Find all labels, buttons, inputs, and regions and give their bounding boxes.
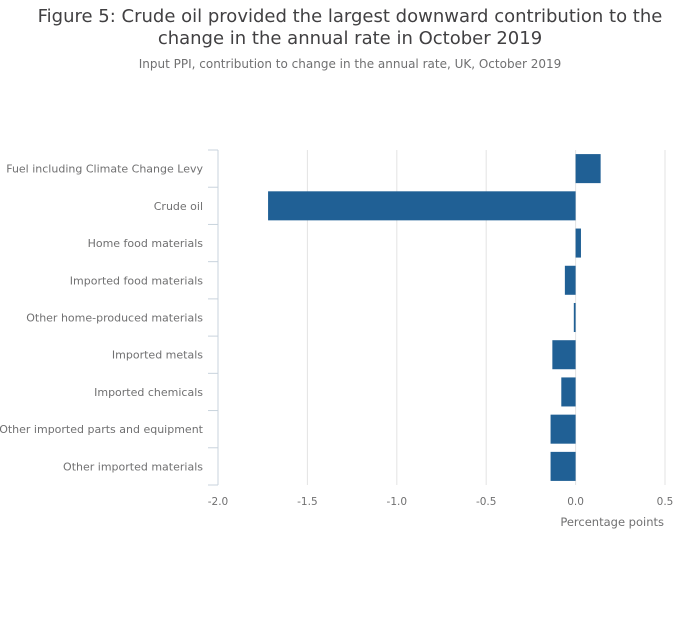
category-label: Fuel including Climate Change Levy: [6, 163, 203, 176]
bar: [561, 377, 576, 407]
x-axis-title: Percentage points: [560, 515, 664, 529]
category-label: Imported chemicals: [94, 386, 203, 399]
chart-title-line-1: Figure 5: Crude oil provided the largest…: [37, 6, 663, 27]
bar: [550, 451, 576, 481]
chart-subtitle: Input PPI, contribution to change in the…: [138, 57, 562, 71]
category-label: Imported metals: [112, 349, 203, 362]
x-tick-label: 0.5: [657, 496, 674, 508]
bar: [573, 302, 576, 333]
bar: [575, 228, 581, 258]
category-label: Other home-produced materials: [26, 312, 203, 325]
x-tick-label: 0.0: [567, 496, 584, 508]
category-label: Home food materials: [88, 237, 204, 250]
bar: [268, 191, 576, 221]
x-tick-label: -0.5: [476, 496, 497, 508]
label-layer: -2.0 -1.5 -1.0 -0.5 0.0 0.5 Fuel including Cli…: [0, 163, 673, 508]
category-label: Crude oil: [154, 200, 203, 213]
x-tick-label: -1.5: [297, 496, 318, 508]
bar-layer: [268, 154, 601, 481]
x-tick-label: -1.0: [387, 496, 408, 508]
chart-title-line-2: change in the annual rate in October 201…: [157, 28, 543, 49]
bar: [550, 414, 576, 444]
axis-layer: [208, 149, 219, 486]
bar: [552, 340, 576, 370]
category-label: Other imported parts and equipment: [0, 423, 204, 436]
bar: [564, 265, 576, 295]
category-label: Other imported materials: [63, 460, 203, 473]
bar: [575, 154, 601, 184]
x-tick-label: -2.0: [208, 496, 229, 508]
chart-title: Figure 5: Crude oil provided the largest…: [0, 6, 700, 50]
category-label: Imported food materials: [70, 274, 203, 287]
